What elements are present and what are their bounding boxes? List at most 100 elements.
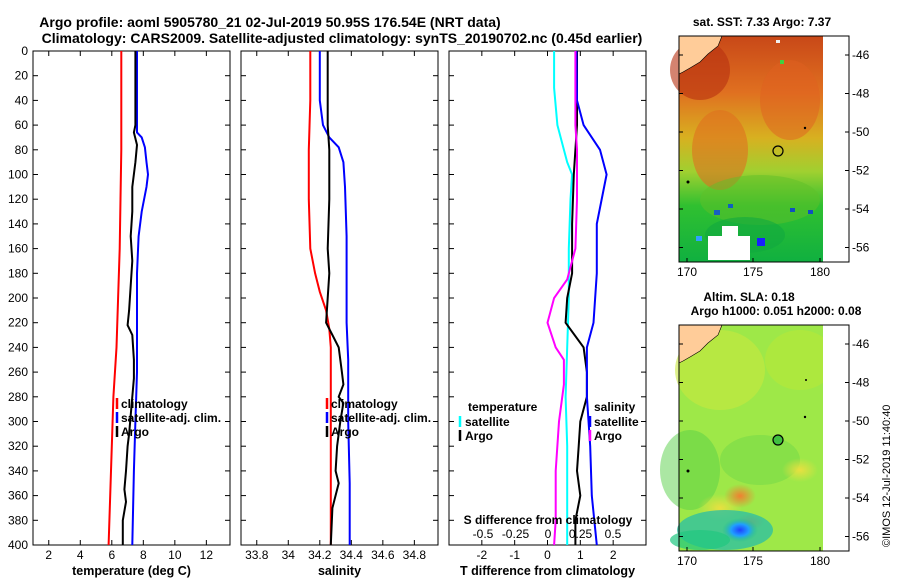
x-tick-label: 1 — [577, 548, 584, 562]
temperature-panel: 2 4 6 8 10 12 temperature (deg C) climatologysa… — [32, 50, 231, 578]
depth-tick-label: 260 — [8, 365, 28, 379]
map-y-tick-label: -46 — [852, 48, 870, 62]
depth-tick-label: 240 — [8, 340, 28, 354]
map-x-tick-label: 170 — [677, 554, 697, 568]
map-y-tick-label: -56 — [852, 530, 870, 544]
x-axis-label: temperature (deg C) — [72, 564, 191, 578]
map-x-tick-label: 180 — [810, 554, 830, 568]
salinity-panel: 33.8 34 34.2 34.4 34.6 34.8 salinity climatolog… — [240, 50, 439, 578]
map-x-tick-label: 170 — [677, 265, 697, 279]
plot-frame — [240, 50, 439, 546]
s-difference-label: S difference from climatology — [464, 513, 633, 527]
legend-label: Argo — [594, 429, 622, 443]
sla-land-nz — [678, 324, 723, 364]
sla-map-title-2: Argo h1000: 0.051 h2000: 0.08 — [691, 304, 862, 318]
x-axis-label: T difference from climatology — [460, 564, 635, 578]
plot-frame — [448, 50, 647, 546]
depth-tick-label: 40 — [15, 93, 29, 107]
depth-tick-label: 0 — [21, 44, 28, 58]
x-tick-label: 4 — [77, 548, 84, 562]
timestamp: ©IMOS 12-Jul-2019 11:40:40 — [881, 405, 893, 547]
map-y-tick-label: -52 — [852, 453, 870, 467]
map-y-tick-label: -54 — [852, 491, 870, 505]
series-line-s-satellite — [575, 50, 608, 546]
legend-label: satellite — [465, 415, 510, 429]
x-tick-label: 0 — [544, 548, 551, 562]
legend-label: climatology — [121, 397, 188, 411]
depth-tick-label: 320 — [8, 439, 28, 453]
x-tick-label: 8 — [140, 548, 147, 562]
sst-land-nz — [678, 35, 723, 75]
map-y-tick-label: -48 — [852, 87, 870, 101]
s-tick-label: -0.25 — [502, 527, 530, 541]
series-line-climatology — [307, 51, 332, 545]
depth-tick-label: 60 — [15, 118, 29, 132]
depth-tick-label: 280 — [8, 390, 28, 404]
depth-tick-label: 80 — [15, 143, 29, 157]
series-line-argo — [121, 51, 139, 545]
title-line-2: Climatology: CARS2009. Satellite-adjuste… — [42, 30, 643, 46]
sla-argo-marker — [772, 434, 784, 446]
depth-tick-label: 340 — [8, 464, 28, 478]
legend-label: climatology — [331, 397, 398, 411]
x-tick-label: 10 — [168, 548, 182, 562]
series-line-climatology — [107, 51, 123, 546]
map-x-tick-label: 180 — [810, 265, 830, 279]
sla-map-title-1: Altim. SLA: 0.18 — [703, 290, 795, 304]
depth-tick-label: 220 — [8, 316, 28, 330]
s-tick-label: 0.25 — [569, 527, 593, 541]
depth-tick-label: 360 — [8, 489, 28, 503]
sst-map-title: sat. SST: 7.33 Argo: 7.37 — [693, 15, 832, 29]
x-tick-label: 34.8 — [403, 548, 427, 562]
x-tick-label: 34 — [282, 548, 296, 562]
depth-tick-label: 120 — [8, 192, 28, 206]
x-tick-label: 33.8 — [245, 548, 269, 562]
x-axis-label: salinity — [318, 564, 361, 578]
x-tick-label: 34.6 — [371, 548, 395, 562]
series-line-satellite-adj-clim- — [318, 51, 351, 545]
legend-salinity-title: salinity — [594, 400, 636, 414]
depth-tick-label: 380 — [8, 513, 28, 527]
x-tick-label: 34.4 — [340, 548, 364, 562]
sst-argo-marker — [772, 145, 784, 157]
depth-tick-label: 20 — [15, 69, 29, 83]
x-tick-label: 6 — [108, 548, 115, 562]
depth-tick-label: 160 — [8, 242, 28, 256]
legend-label: Argo — [331, 425, 359, 439]
map-y-tick-label: -46 — [852, 337, 870, 351]
legend-temperature-title: temperature — [468, 400, 538, 414]
map-y-tick-label: -56 — [852, 241, 870, 255]
map-y-tick-label: -50 — [852, 414, 870, 428]
sst-map-axes: 170 175 180 -46 -48 -50 -52 -54 -56 — [677, 48, 870, 279]
depth-tick-label: 140 — [8, 217, 28, 231]
depth-tick-label: 300 — [8, 415, 28, 429]
x-tick-label: -1 — [509, 548, 520, 562]
difference-panel: -2 -1 0 1 2 T difference from climatology temp… — [448, 50, 647, 578]
depth-tick-label: 180 — [8, 266, 28, 280]
legend-label: Argo — [121, 425, 149, 439]
sla-map-axes: 170 175 180 -46 -48 -50 -52 -54 -56 — [677, 337, 870, 568]
legend-label: satellite-adj. clim. — [121, 411, 221, 425]
s-tick-label: -0.5 — [473, 527, 494, 541]
series-line-argo — [325, 51, 345, 546]
legend-label: satellite — [594, 415, 639, 429]
map-y-tick-label: -54 — [852, 202, 870, 216]
sla-map — [660, 324, 850, 552]
series-line-satellite-adj-clim- — [131, 51, 150, 546]
sst-map — [670, 35, 850, 263]
map-x-tick-label: 175 — [743, 265, 763, 279]
series-line-t-satellite — [553, 51, 574, 545]
depth-axis: 0 20 40 60 80 100 120 140 160 180 200 220 240 260 280 3… — [8, 44, 28, 552]
plot-frame — [32, 50, 231, 546]
legend-label: satellite-adj. clim. — [331, 411, 431, 425]
x-tick-label: -2 — [476, 548, 487, 562]
legend-label: Argo — [465, 429, 493, 443]
depth-tick-label: 100 — [8, 168, 28, 182]
s-tick-label: 0.5 — [605, 527, 622, 541]
x-tick-label: 34.2 — [308, 548, 332, 562]
depth-tick-label: 200 — [8, 291, 28, 305]
x-tick-label: 12 — [200, 548, 214, 562]
map-y-tick-label: -48 — [852, 376, 870, 390]
title-line-1: Argo profile: aoml 5905780_21 02-Jul-201… — [39, 14, 500, 30]
